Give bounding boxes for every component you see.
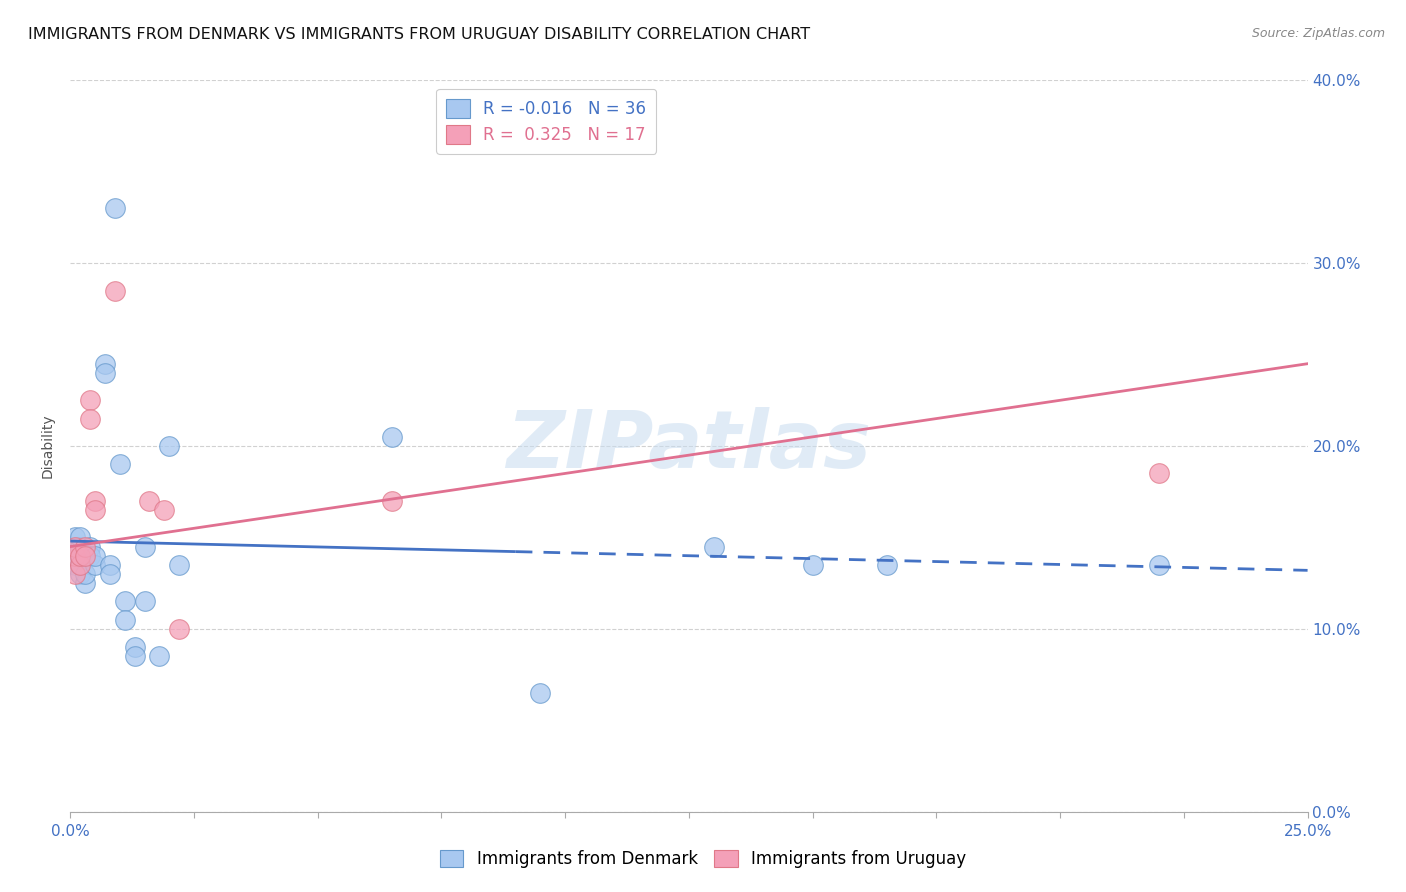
Point	[94, 357, 117, 371]
Point	[153, 503, 176, 517]
Point	[98, 558, 121, 572]
Point	[94, 366, 117, 380]
Point	[69, 567, 91, 582]
Point	[108, 458, 131, 472]
Point	[1147, 558, 1170, 572]
Point	[65, 567, 87, 582]
Point	[134, 594, 156, 608]
Point	[148, 649, 170, 664]
Point	[75, 576, 97, 591]
Point	[65, 558, 87, 572]
Point	[75, 549, 97, 563]
Point	[703, 540, 725, 554]
Point	[65, 540, 87, 554]
Point	[529, 686, 551, 700]
Point	[79, 540, 101, 554]
Point	[84, 493, 107, 508]
Point	[79, 549, 101, 563]
Point	[124, 640, 146, 655]
Point	[157, 439, 180, 453]
Point	[84, 549, 107, 563]
Point	[381, 493, 404, 508]
Text: ZIPatlas: ZIPatlas	[506, 407, 872, 485]
Point	[104, 202, 127, 216]
Point	[876, 558, 898, 572]
Point	[134, 540, 156, 554]
Point	[79, 393, 101, 408]
Y-axis label: Disability: Disability	[41, 414, 55, 478]
Point	[65, 530, 87, 544]
Point	[65, 540, 87, 554]
Legend: R = -0.016   N = 36, R =  0.325   N = 17: R = -0.016 N = 36, R = 0.325 N = 17	[436, 88, 655, 153]
Point	[84, 558, 107, 572]
Text: Source: ZipAtlas.com: Source: ZipAtlas.com	[1251, 27, 1385, 40]
Point	[801, 558, 824, 572]
Point	[381, 430, 404, 444]
Point	[75, 567, 97, 582]
Point	[75, 540, 97, 554]
Point	[69, 558, 91, 572]
Point	[1147, 467, 1170, 481]
Point	[65, 549, 87, 563]
Point	[114, 594, 136, 608]
Point	[69, 540, 91, 554]
Point	[138, 493, 160, 508]
Point	[167, 558, 190, 572]
Point	[69, 549, 91, 563]
Point	[79, 411, 101, 425]
Point	[84, 503, 107, 517]
Point	[69, 558, 91, 572]
Point	[104, 284, 127, 298]
Point	[69, 549, 91, 563]
Point	[124, 649, 146, 664]
Point	[167, 622, 190, 636]
Point	[114, 613, 136, 627]
Point	[69, 530, 91, 544]
Point	[65, 549, 87, 563]
Text: IMMIGRANTS FROM DENMARK VS IMMIGRANTS FROM URUGUAY DISABILITY CORRELATION CHART: IMMIGRANTS FROM DENMARK VS IMMIGRANTS FR…	[28, 27, 810, 42]
Legend: Immigrants from Denmark, Immigrants from Uruguay: Immigrants from Denmark, Immigrants from…	[433, 843, 973, 875]
Point	[98, 567, 121, 582]
